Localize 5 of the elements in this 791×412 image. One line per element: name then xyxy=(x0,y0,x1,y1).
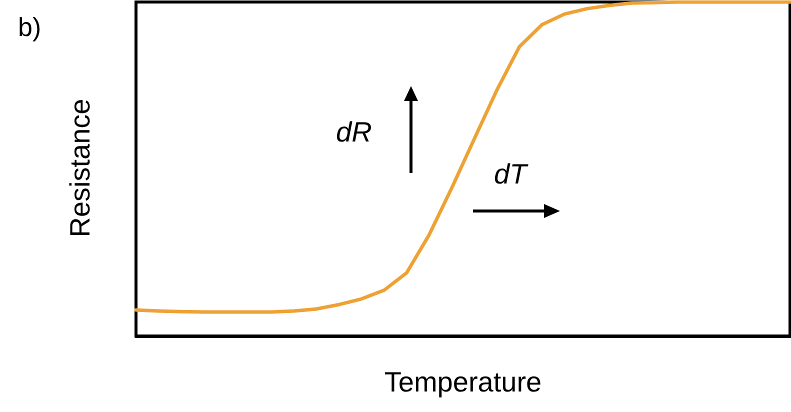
annotation: dT xyxy=(494,158,529,190)
x-axis-title: Temperature xyxy=(384,366,542,398)
y-axis-title: Resistance xyxy=(64,98,96,238)
annotation: dR xyxy=(336,116,372,148)
text: b) xyxy=(18,12,42,42)
